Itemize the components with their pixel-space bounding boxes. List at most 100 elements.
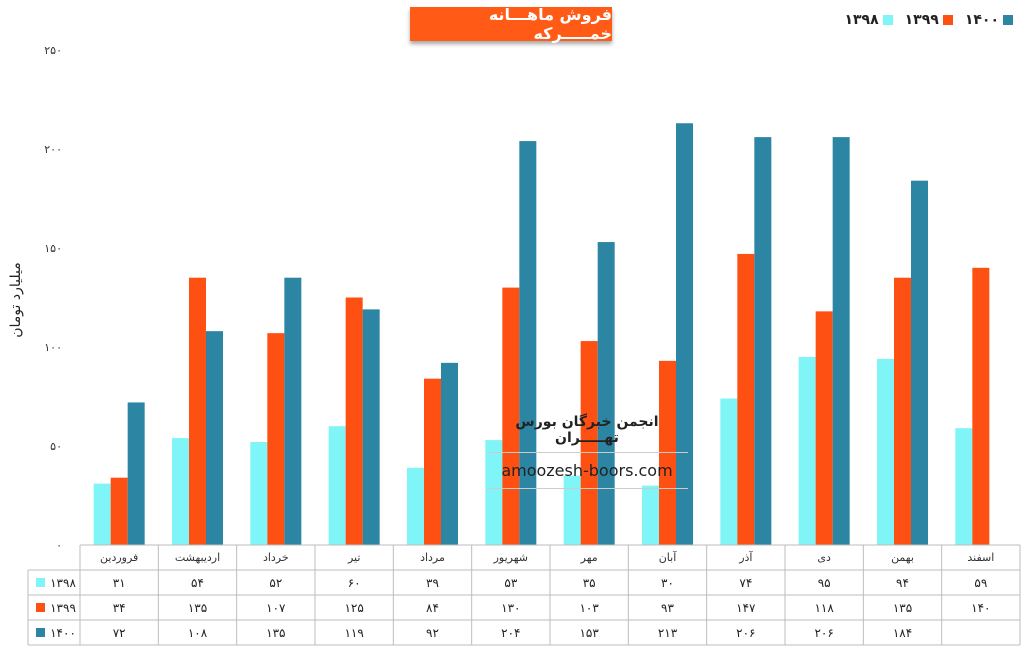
- bar: [250, 442, 268, 545]
- legend-swatch-1399: [942, 15, 953, 25]
- data-label: ۹۳: [661, 601, 674, 615]
- data-label: ۱۳۵: [893, 601, 912, 615]
- bar: [955, 428, 973, 545]
- bar: [720, 398, 738, 545]
- y-tick-label: ۱۰۰: [44, 341, 62, 354]
- bar: [424, 378, 441, 545]
- data-label: ۷۴: [739, 576, 752, 590]
- legend-item-1399: ۱۳۹۹: [905, 12, 953, 28]
- chart-title: فروش ماهـــانه خمـــــرکه: [488, 5, 612, 43]
- data-label: ۲۰۴: [501, 626, 520, 640]
- bar: [597, 242, 615, 545]
- bar: [93, 483, 111, 545]
- bar: [267, 333, 285, 545]
- data-label: ۱۳۰: [501, 601, 520, 615]
- data-label: ۱۵۳: [579, 626, 599, 640]
- x-tick-label: اردیبهشت: [175, 551, 220, 564]
- data-label: ۹۴: [896, 576, 909, 590]
- table-series-swatch: [36, 578, 45, 587]
- x-tick-label: مهر: [580, 551, 598, 564]
- data-label: ۵۲: [269, 576, 282, 590]
- x-tick-label: دی: [817, 551, 831, 564]
- data-label: ۲۰۶: [736, 626, 755, 640]
- data-label: ۱۳۵: [188, 601, 207, 615]
- bar: [754, 137, 772, 545]
- bar: [737, 253, 755, 545]
- bar: [172, 438, 189, 545]
- data-label: ۳۵: [583, 576, 596, 590]
- data-label: ۱۰۷: [266, 601, 286, 615]
- table-series-name: ۱۳۹۹: [50, 601, 76, 615]
- x-tick-label: بهمن: [891, 551, 914, 564]
- data-label: ۳۹: [426, 576, 439, 590]
- data-label: ۱۱۹: [344, 626, 363, 640]
- bar: [894, 277, 911, 545]
- bar: [815, 311, 833, 545]
- bar: [206, 331, 223, 545]
- bar: [407, 467, 424, 545]
- bar: [972, 267, 990, 545]
- data-label: ۹۲: [426, 626, 439, 640]
- y-tick-label: ۲۵۰: [44, 44, 62, 57]
- data-label: ۱۳۵: [266, 626, 285, 640]
- bar: [441, 362, 458, 545]
- legend-label-1398: ۱۳۹۸: [844, 12, 879, 28]
- bar: [345, 297, 363, 545]
- data-label: ۷۲: [113, 626, 126, 640]
- data-label: ۳۴: [113, 601, 126, 615]
- bar: [110, 477, 128, 545]
- y-tick-label: ۵۰: [50, 440, 62, 453]
- bar: [676, 123, 693, 545]
- bar: [580, 341, 598, 545]
- bar: [328, 426, 346, 545]
- data-label: ۸۴: [426, 601, 439, 615]
- x-tick-label: شهریور: [493, 551, 528, 564]
- legend-swatch-1398: [882, 15, 893, 25]
- data-label: ۱۰۳: [579, 601, 599, 615]
- watermark-url: amoozesh-boors.com: [486, 453, 688, 489]
- data-label: ۳۱: [113, 576, 126, 590]
- data-label: ۵۹: [974, 576, 987, 590]
- data-label: ۵۳: [504, 576, 517, 590]
- y-axis-label: میلیارد تومان: [8, 262, 24, 338]
- x-tick-label: آبان: [659, 550, 677, 564]
- data-label: ۶۰: [348, 576, 361, 590]
- data-label: ۳۰: [661, 576, 674, 590]
- x-tick-label: آذر: [738, 550, 753, 564]
- data-label: ۱۲۵: [344, 601, 363, 615]
- data-label: ۲۱۳: [658, 626, 678, 640]
- data-label: ۱۴۰: [971, 601, 990, 615]
- data-label: ۱۰۸: [188, 626, 208, 640]
- x-tick-label: خرداد: [263, 551, 289, 564]
- data-label: ۵۴: [191, 576, 204, 590]
- data-label: ۱۱۸: [814, 601, 834, 615]
- y-tick-label: ۱۵۰: [44, 242, 62, 255]
- x-tick-label: اسفند: [967, 551, 994, 564]
- bar: [642, 485, 659, 545]
- bar: [189, 277, 206, 545]
- legend-item-1398: ۱۳۹۸: [844, 12, 893, 28]
- watermark-title: انجمن خبرگان بورس تهـــــران: [486, 414, 688, 453]
- x-tick-label: مرداد: [420, 551, 445, 564]
- data-label: ۱۸۴: [893, 626, 912, 640]
- bar: [127, 402, 145, 545]
- table-series-name: ۱۳۹۸: [50, 576, 76, 590]
- table-series-name: ۱۴۰۰: [50, 626, 76, 640]
- bar: [519, 141, 537, 545]
- data-label: ۱۴۷: [736, 601, 756, 615]
- bar: [362, 309, 380, 545]
- bar: [877, 358, 894, 545]
- table-series-swatch: [36, 628, 45, 637]
- table-series-swatch: [36, 603, 45, 612]
- y-tick-label: ۲۰۰: [44, 143, 62, 156]
- legend-swatch-1400: [1003, 15, 1013, 25]
- y-tick-label: ۰: [56, 539, 62, 552]
- bar: [563, 475, 581, 545]
- legend-item-1400: ۱۴۰۰: [965, 12, 1013, 28]
- bar: [911, 180, 928, 545]
- legend-label-1400: ۱۴۰۰: [964, 12, 999, 28]
- chart-legend: ۱۴۰۰ ۱۳۹۹ ۱۳۹۸: [844, 12, 1013, 28]
- bar: [284, 277, 302, 545]
- x-tick-label: فروردین: [100, 551, 138, 564]
